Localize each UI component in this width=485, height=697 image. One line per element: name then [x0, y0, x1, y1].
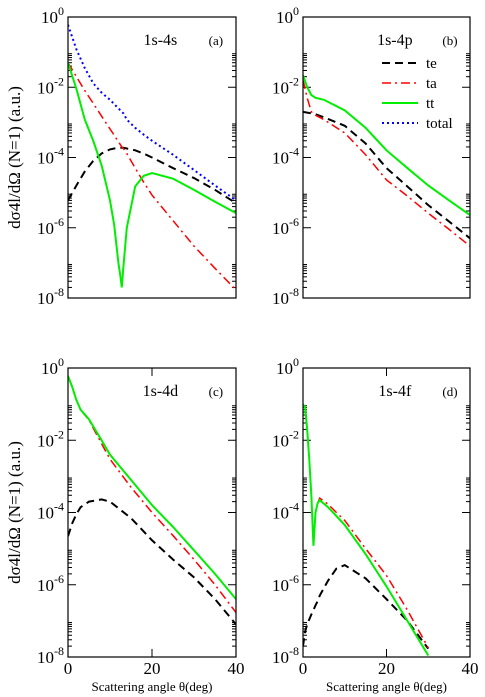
x-tick-label: 40	[462, 659, 479, 678]
plot-frame	[302, 16, 471, 299]
y-tick-label: 10-2	[37, 427, 64, 450]
x-tick-label: 0	[64, 659, 73, 678]
x-axis-label: Scattering angle θ(deg)	[326, 679, 447, 694]
y-tick-label: 100	[276, 355, 299, 378]
series-line	[68, 62, 236, 288]
y-tick-label: 10-4	[37, 500, 64, 523]
panel: 10-8 10-6 10-4 10-2 100 1s-4s (a) dσ4l/dΩ (N=1)…	[5, 4, 237, 308]
series-line	[303, 403, 430, 657]
panel: 10-8 10-6 10-4 10-2 100 0 20 40 1s-4f (d) Scatteri…	[272, 355, 479, 694]
y-tick-label: 10-2	[272, 427, 299, 450]
legend-label: te	[426, 56, 437, 72]
y-tick-label: 10-2	[37, 74, 64, 97]
plot-frame	[67, 367, 237, 658]
series-line	[303, 74, 470, 216]
series-line	[68, 62, 236, 291]
y-tick-label: 10-4	[272, 145, 299, 168]
panel-tag: (b)	[442, 33, 457, 48]
series-line	[303, 110, 470, 240]
y-tick-label: 100	[41, 4, 64, 27]
panel: 10-8 10-6 10-4 10-2 100 0 20 40 1s-4d (c) dσ4l/dΩ …	[5, 355, 245, 694]
y-tick-label: 10-6	[272, 215, 299, 238]
series-line	[68, 498, 236, 626]
legend-label: ta	[426, 76, 437, 92]
y-tick-label: 10-4	[272, 500, 299, 523]
y-tick-label: 10-6	[272, 572, 299, 595]
panel-title: 1s-4d	[143, 383, 179, 400]
x-tick-label: 20	[144, 659, 161, 678]
panel-tag: (c)	[209, 384, 223, 399]
panel-tag: (d)	[442, 384, 457, 399]
series-line	[68, 375, 236, 614]
panel-title: 1s-4p	[377, 32, 413, 49]
x-tick-label: 20	[378, 659, 395, 678]
series-line	[303, 563, 430, 650]
x-tick-label: 0	[299, 659, 308, 678]
x-axis-label: Scattering angle θ(deg)	[91, 679, 212, 694]
plot-frame	[302, 367, 471, 658]
y-axis-label: dσ4l/dΩ (N=1) (a.u.)	[5, 86, 24, 229]
series-line	[303, 79, 470, 247]
series-line	[68, 24, 236, 202]
panel-tag: (a)	[209, 33, 223, 48]
panel-title: 1s-4f	[378, 383, 412, 400]
series-line	[68, 375, 236, 600]
y-tick-label: 10-8	[272, 285, 299, 308]
y-tick-label: 10-2	[272, 74, 299, 97]
panel: 10-8 10-6 10-4 10-2 100 1s-4p (b) te ta tt total	[272, 4, 471, 308]
x-tick-label: 40	[228, 659, 245, 678]
y-tick-label: 10-8	[37, 644, 64, 667]
y-tick-label: 10-6	[37, 215, 64, 238]
plot-frame	[67, 16, 237, 299]
legend-label: tt	[426, 96, 435, 112]
y-tick-label: 100	[276, 4, 299, 27]
y-axis-label: dσ4l/dΩ (N=1) (a.u.)	[5, 441, 24, 584]
y-tick-label: 10-8	[272, 644, 299, 667]
panel-title: 1s-4s	[144, 32, 178, 49]
legend-label: total	[426, 116, 453, 132]
y-tick-label: 10-4	[37, 145, 64, 168]
y-tick-label: 100	[41, 355, 64, 378]
series-line	[316, 496, 429, 649]
y-tick-label: 10-6	[37, 572, 64, 595]
y-tick-label: 10-8	[37, 285, 64, 308]
